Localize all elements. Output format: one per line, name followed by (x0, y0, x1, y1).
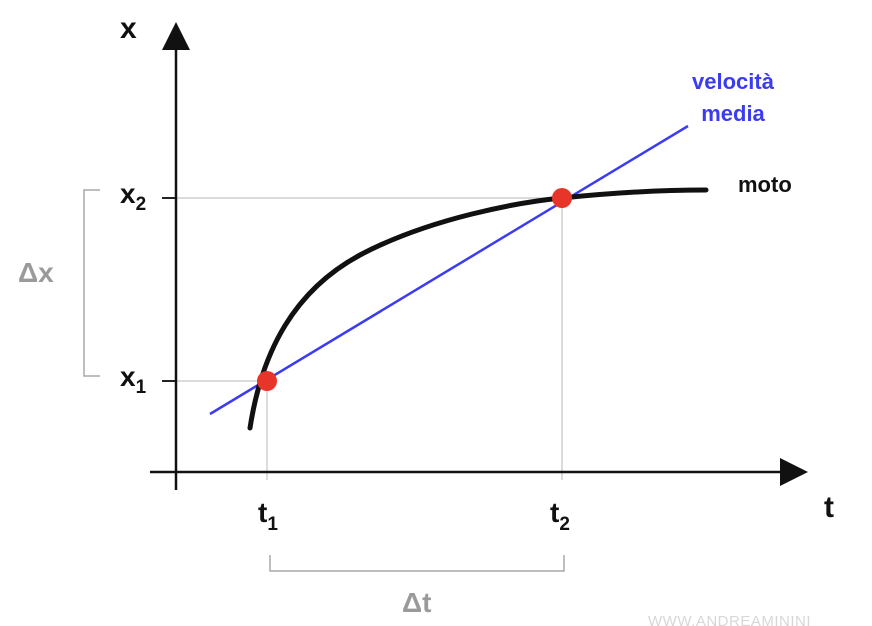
average-velocity-line (209, 124, 689, 416)
t1-label-base: t (258, 497, 267, 528)
x1-label: x1 (120, 361, 147, 398)
x2-label-base: x (120, 178, 136, 209)
delta-t-label: Δt (402, 587, 431, 618)
y-axis-arrow (162, 22, 190, 50)
motion-label: moto (738, 172, 792, 197)
x-axis-arrow (780, 458, 808, 486)
x1-label-sub: 1 (136, 377, 147, 398)
delta-t-bracket (269, 555, 565, 572)
x-axis-label: t (824, 491, 834, 524)
average-velocity-label-line1: velocità (692, 69, 775, 94)
y-axis-label: x (120, 12, 137, 45)
x2-label: x2 (120, 178, 146, 215)
average-velocity-label-line2: media (701, 101, 765, 126)
point-t1-x1 (257, 371, 277, 391)
x2-label-sub: 2 (136, 194, 147, 215)
t1-label-sub: 1 (267, 514, 278, 535)
motion-curve (247, 187, 709, 431)
t1-label: t1 (258, 497, 278, 535)
t2-label-base: t (550, 497, 559, 528)
watermark: WWW.ANDREAMININI (648, 613, 811, 626)
t2-label: t2 (550, 497, 570, 535)
point-t2-x2 (552, 188, 572, 208)
delta-x-bracket (83, 189, 100, 377)
x1-label-base: x (120, 361, 136, 392)
t2-label-sub: 2 (559, 514, 570, 535)
delta-x-label: Δx (18, 257, 54, 288)
